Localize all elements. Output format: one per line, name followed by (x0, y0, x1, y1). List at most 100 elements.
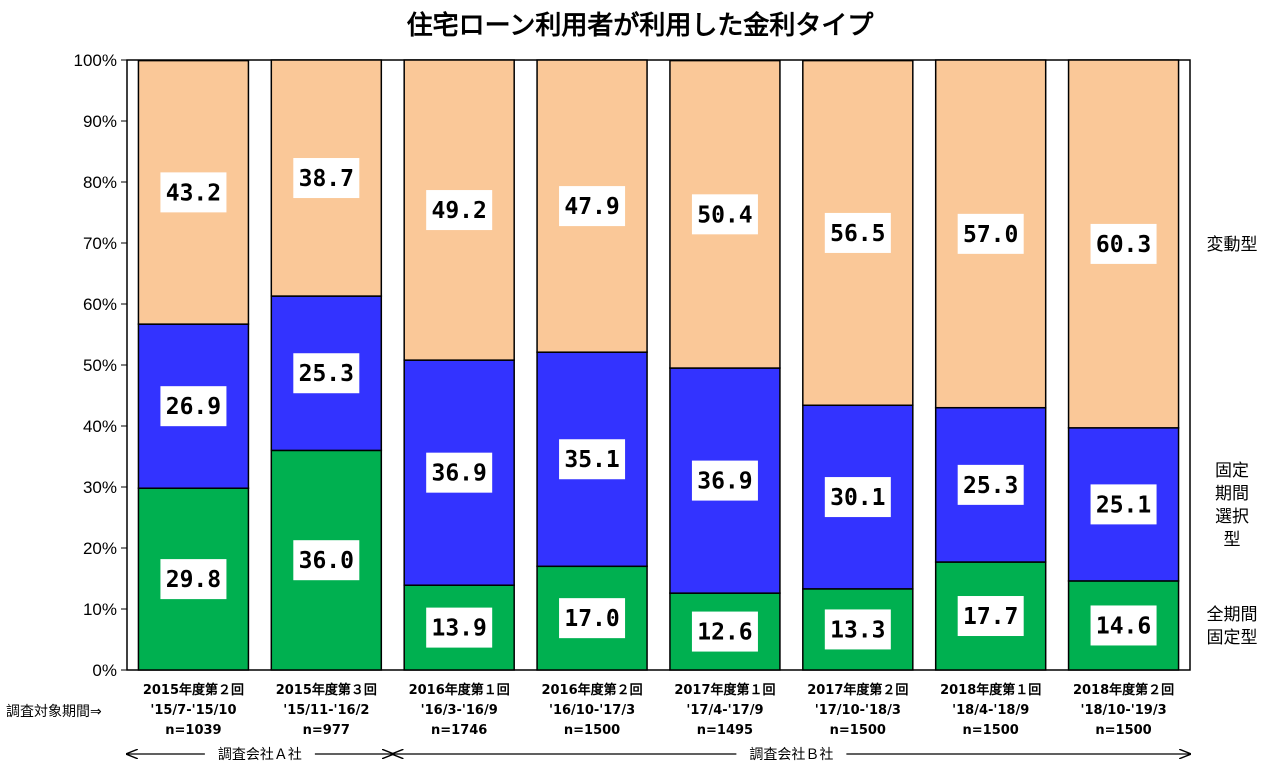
data-label-box (160, 172, 227, 213)
y-tick-label: 60% (83, 295, 117, 314)
x-category-label: 2017年度第１回 (674, 682, 775, 698)
x-category-sample-size: n=1500 (963, 723, 1019, 738)
data-label: 38.7 (299, 166, 354, 192)
legend-entry-line: 固定型 (1207, 628, 1258, 648)
data-label-box (426, 190, 493, 231)
data-label: 50.4 (697, 202, 752, 228)
data-label: 60.3 (1096, 232, 1151, 258)
data-label-box (1090, 484, 1157, 525)
data-label: 43.2 (166, 180, 221, 206)
data-label: 35.1 (564, 447, 619, 473)
x-category-sample-size: n=977 (303, 723, 350, 738)
y-tick-label: 20% (83, 539, 117, 558)
x-category-period: '16/3-'16/9 (421, 703, 498, 718)
data-label-box (293, 540, 360, 581)
y-tick-label: 30% (83, 478, 117, 497)
x-category-period: '15/7-'15/10 (150, 703, 236, 718)
data-label-box (1090, 605, 1157, 646)
data-label: 36.0 (299, 548, 354, 574)
x-category-period: '18/4-'18/9 (952, 703, 1029, 718)
data-label: 17.7 (963, 604, 1018, 630)
data-label: 47.9 (564, 194, 619, 220)
period-label: 調査対象期間⇒ (6, 704, 102, 720)
data-label-box (160, 386, 227, 427)
x-axis: 2015年度第２回 '15/7-'15/10 n=1039 2015年度第３回 '15/… (6, 682, 1174, 738)
data-label-box (691, 460, 758, 501)
data-label-box (824, 609, 891, 650)
y-axis: 0% 10% 20% 30% 40% 50% 60% 70% 80% 90% 100% (74, 51, 127, 680)
y-tick-label: 70% (83, 234, 117, 253)
x-category-period: '18/10-'19/3 (1080, 703, 1166, 718)
data-label-box (691, 611, 758, 652)
data-label-box (957, 596, 1024, 637)
data-label-box (1090, 223, 1157, 264)
data-label: 14.6 (1096, 613, 1151, 639)
legend-entry-line: 変動型 (1207, 235, 1258, 255)
data-label: 17.0 (564, 606, 619, 632)
data-label-box (691, 194, 758, 235)
legend-entry-line: 全期間 (1207, 605, 1258, 625)
data-label-box (824, 477, 891, 518)
group-label: 調査会社Ａ社 (218, 747, 302, 763)
data-label: 49.2 (431, 198, 486, 224)
x-category-period: '15/11-'16/2 (283, 703, 369, 718)
data-label: 25.1 (1096, 492, 1151, 518)
data-label: 36.9 (431, 461, 486, 487)
x-category-label: 2015年度第３回 (276, 682, 377, 698)
x-category-sample-size: n=1500 (1095, 723, 1151, 738)
data-label: 56.5 (830, 221, 885, 247)
y-tick-label: 100% (74, 51, 117, 70)
legend-entry-line: 固定 (1215, 461, 1249, 481)
data-label-box (957, 213, 1024, 254)
y-tick-label: 90% (83, 112, 117, 131)
x-category-label: 2018年度第１回 (940, 682, 1041, 698)
data-label: 25.3 (963, 473, 1018, 499)
x-category-label: 2016年度第１回 (409, 682, 510, 698)
data-label-box (426, 452, 493, 493)
y-tick-label: 10% (83, 600, 117, 619)
x-category-period: '17/4-'17/9 (686, 703, 763, 718)
legend-entry-line: 期間 (1215, 484, 1249, 504)
data-label-box (559, 186, 626, 227)
x-category-sample-size: n=1746 (431, 723, 487, 738)
bar-segment (270, 449, 383, 671)
x-category-label: 2018年度第２回 (1073, 682, 1174, 698)
x-category-label: 2017年度第２回 (807, 682, 908, 698)
y-tick-label: 80% (83, 173, 117, 192)
data-label-box (293, 158, 360, 199)
y-tick-label: 40% (83, 417, 117, 436)
y-tick-label: 0% (92, 661, 117, 680)
data-label-box (293, 353, 360, 394)
x-category-label: 2016年度第２回 (541, 682, 642, 698)
data-label: 36.9 (697, 469, 752, 495)
data-label: 13.9 (431, 616, 486, 642)
x-category-period: '17/10-'18/3 (815, 703, 901, 718)
legend-entry-line: 選択 (1215, 507, 1249, 527)
data-label: 29.8 (166, 567, 221, 593)
group-label: 調査会社Ｂ社 (749, 747, 833, 763)
data-label-box (426, 607, 493, 648)
data-label: 25.3 (299, 361, 354, 387)
legend-entry-line: 型 (1224, 530, 1241, 550)
x-category-period: '16/10-'17/3 (549, 703, 635, 718)
x-category-sample-size: n=1039 (165, 723, 221, 738)
data-label: 30.1 (830, 485, 885, 511)
x-category-sample-size: n=1500 (830, 723, 886, 738)
x-category-label: 2015年度第２回 (143, 682, 244, 698)
x-category-sample-size: n=1495 (697, 723, 753, 738)
data-label-box (559, 598, 626, 639)
data-label-box (957, 464, 1024, 505)
x-category-sample-size: n=1500 (564, 723, 620, 738)
data-label-box (559, 439, 626, 480)
data-label: 57.0 (963, 222, 1018, 248)
data-label-box (824, 212, 891, 253)
data-label: 12.6 (697, 620, 752, 646)
data-label-box (160, 559, 227, 600)
survey-company-groups: 調査会社Ａ社 調査会社Ｂ社 (127, 747, 1190, 763)
data-label: 13.3 (830, 617, 885, 643)
data-label: 26.9 (166, 394, 221, 420)
y-tick-label: 50% (83, 356, 117, 375)
plot-area: 29.8 26.9 43.2 36.0 25.3 38.7 13.9 36.9 49.2 17.0… (126, 59, 1191, 671)
